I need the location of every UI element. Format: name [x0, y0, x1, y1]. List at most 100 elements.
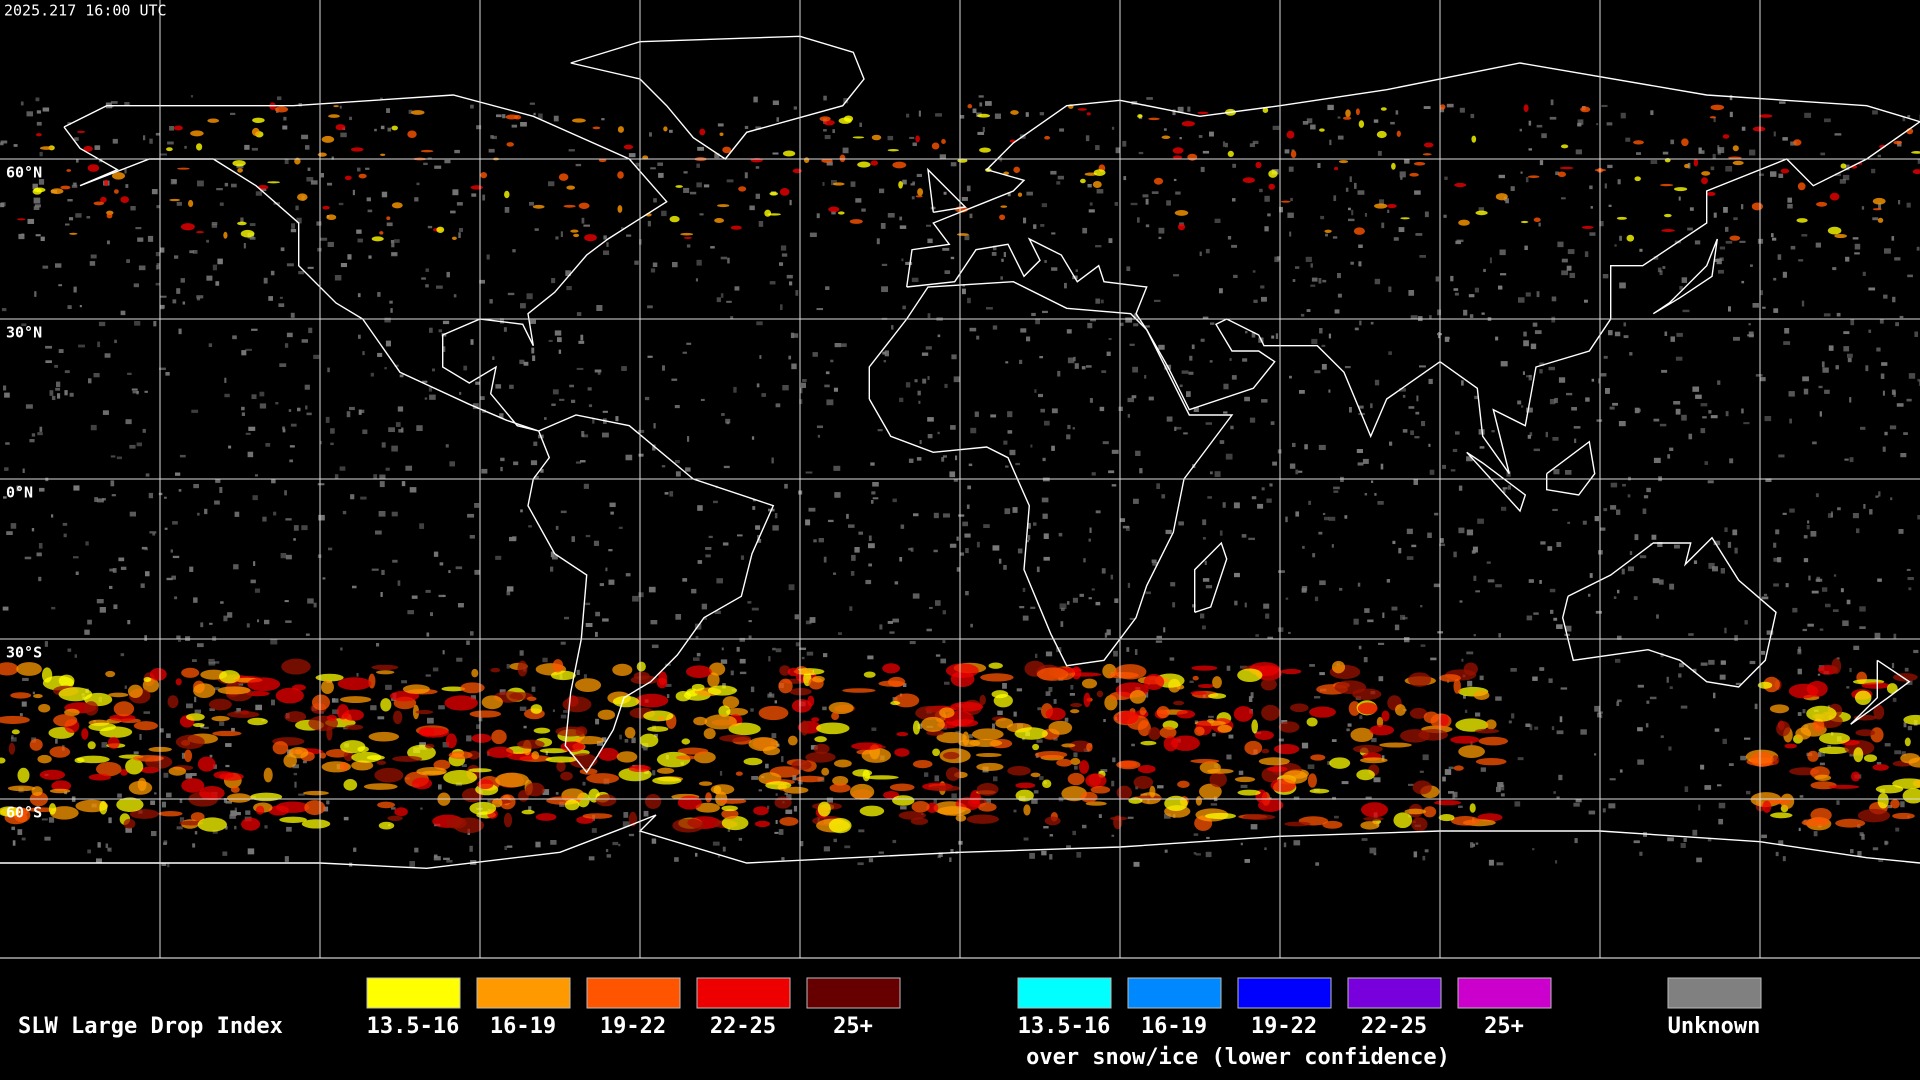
- cloud-pixel: [1467, 680, 1473, 687]
- drop-cell: [800, 720, 809, 736]
- drop-cell: [1877, 792, 1889, 809]
- cloud-pixel: [155, 252, 161, 257]
- cloud-pixel: [1463, 309, 1468, 316]
- cloud-pixel: [371, 568, 379, 571]
- cloud-pixel: [1402, 394, 1406, 398]
- cloud-pixel: [1525, 723, 1531, 728]
- cloud-pixel: [638, 453, 644, 457]
- cloud-pixel: [429, 394, 436, 400]
- cloud-pixel: [1438, 332, 1441, 339]
- drop-cell: [371, 236, 384, 242]
- drop-cell: [1454, 182, 1467, 188]
- cloud-pixel: [506, 586, 514, 592]
- cloud-pixel: [75, 571, 79, 575]
- drop-cell: [49, 746, 71, 758]
- cloud-pixel: [1811, 590, 1819, 594]
- cloud-pixel: [1209, 360, 1213, 363]
- cloud-pixel: [332, 709, 339, 715]
- cloud-pixel: [1131, 743, 1135, 747]
- cloud-pixel: [1472, 843, 1476, 847]
- cloud-pixel: [1673, 401, 1681, 405]
- drop-cell: [1070, 703, 1083, 708]
- cloud-pixel: [1596, 419, 1603, 422]
- cloud-pixel: [520, 509, 523, 513]
- cloud-pixel: [1789, 418, 1792, 424]
- cloud-pixel: [1389, 441, 1393, 446]
- drop-cell: [1015, 789, 1034, 802]
- drop-cell: [962, 731, 970, 746]
- legend-swatch: [586, 977, 681, 1009]
- cloud-pixel: [1394, 624, 1400, 631]
- cloud-pixel: [1555, 171, 1560, 176]
- cloud-pixel: [379, 481, 385, 488]
- cloud-pixel: [1835, 173, 1841, 177]
- legend-swatch: [1237, 977, 1332, 1009]
- cloud-pixel: [1067, 357, 1075, 364]
- cloud-pixel: [204, 508, 208, 515]
- cloud-pixel: [1210, 803, 1218, 806]
- cloud-pixel: [1210, 322, 1215, 325]
- cloud-pixel: [1845, 256, 1850, 262]
- drop-cell: [1857, 808, 1891, 823]
- cloud-pixel: [474, 503, 480, 508]
- cloud-pixel: [1498, 174, 1505, 179]
- cloud-pixel: [260, 188, 267, 192]
- drop-cell: [730, 225, 742, 230]
- cloud-pixel: [1293, 796, 1300, 800]
- cloud-pixel: [1110, 574, 1114, 580]
- cloud-pixel: [912, 181, 916, 184]
- cloud-pixel: [1108, 338, 1112, 341]
- cloud-pixel: [1111, 449, 1119, 454]
- cloud-pixel: [1916, 246, 1920, 251]
- drop-cell: [1148, 117, 1160, 121]
- cloud-pixel: [140, 583, 145, 588]
- cloud-pixel: [1442, 464, 1447, 469]
- cloud-pixel: [362, 351, 365, 356]
- cloud-pixel: [1378, 676, 1384, 682]
- latitude-label: 0°N: [6, 484, 33, 502]
- cloud-pixel: [1067, 601, 1070, 605]
- cloud-pixel: [112, 138, 118, 144]
- drop-cell: [495, 772, 530, 788]
- cloud-pixel: [1875, 495, 1879, 498]
- cloud-pixel: [1229, 358, 1232, 361]
- cloud-pixel: [1461, 380, 1464, 386]
- cloud-pixel: [1548, 678, 1553, 683]
- cloud-pixel: [802, 379, 807, 382]
- drop-cell: [978, 802, 997, 812]
- cloud-pixel: [748, 620, 752, 623]
- drop-cell: [956, 233, 969, 236]
- cloud-pixel: [366, 197, 371, 202]
- drop-cell: [1281, 668, 1302, 675]
- cloud-pixel: [775, 403, 781, 408]
- cloud-pixel: [909, 641, 916, 645]
- cloud-pixel: [1653, 256, 1659, 260]
- cloud-pixel: [1832, 267, 1837, 271]
- cloud-pixel: [398, 429, 403, 433]
- cloud-pixel: [1789, 508, 1795, 513]
- cloud-pixel: [282, 426, 285, 430]
- cloud-pixel: [1179, 137, 1182, 140]
- cloud-pixel: [1158, 236, 1162, 240]
- cloud-pixel: [96, 858, 102, 864]
- cloud-pixel: [1039, 776, 1044, 781]
- drop-cell: [1473, 690, 1490, 701]
- cloud-pixel: [1357, 582, 1361, 587]
- cloud-pixel: [596, 740, 604, 746]
- drop-cell: [1181, 120, 1195, 127]
- cloud-pixel: [557, 337, 562, 343]
- cloud-pixel: [1682, 309, 1690, 313]
- legend-swatch: [1347, 977, 1442, 1009]
- cloud-pixel: [486, 254, 490, 260]
- cloud-pixel: [1660, 735, 1664, 738]
- cloud-pixel: [69, 392, 74, 397]
- cloud-pixel: [1067, 424, 1071, 430]
- drop-cell: [240, 229, 255, 238]
- cloud-pixel: [1155, 640, 1163, 643]
- cloud-pixel: [1556, 730, 1564, 735]
- cloud-pixel: [1503, 487, 1506, 494]
- cloud-pixel: [1043, 826, 1049, 829]
- cloud-pixel: [1251, 496, 1257, 500]
- cloud-pixel: [1057, 370, 1061, 377]
